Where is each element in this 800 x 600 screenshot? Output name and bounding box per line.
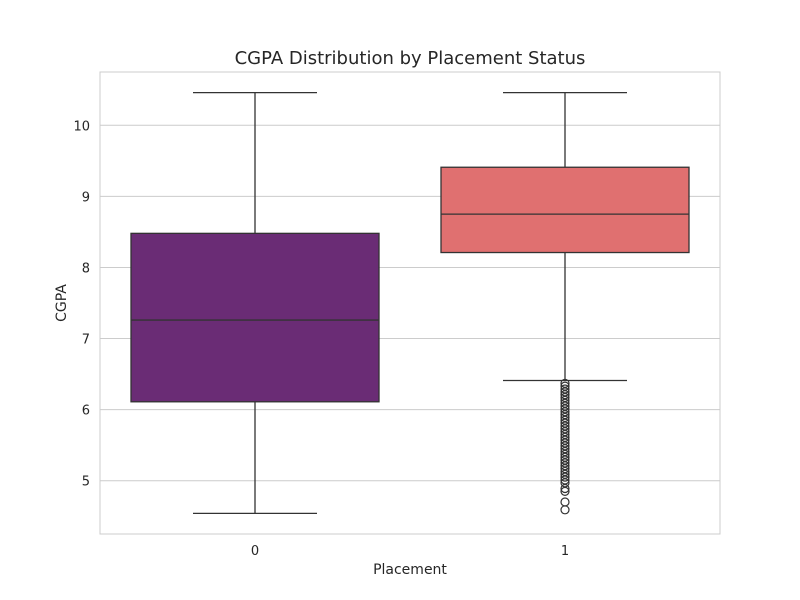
outlier-point bbox=[560, 505, 570, 515]
y-tick-label: 5 bbox=[82, 475, 90, 490]
y-tick-label: 8 bbox=[82, 261, 90, 276]
iqr-box bbox=[130, 232, 380, 403]
box-0 bbox=[130, 91, 380, 515]
y-tick-label: 10 bbox=[73, 119, 90, 134]
iqr-box bbox=[440, 166, 690, 254]
y-tick-label: 7 bbox=[82, 333, 90, 348]
x-tick-label: 1 bbox=[561, 544, 569, 559]
chart-title: CGPA Distribution by Placement Status bbox=[235, 48, 586, 69]
outlier-point bbox=[560, 486, 570, 496]
y-tick-labels: 5 6 7 8 9 10 bbox=[73, 119, 90, 489]
boxes bbox=[130, 91, 690, 515]
y-axis-label: CGPA bbox=[54, 284, 70, 322]
y-tick-label: 6 bbox=[82, 404, 90, 419]
outlier-point bbox=[560, 483, 570, 494]
y-tick-label: 9 bbox=[82, 190, 90, 205]
x-tick-label: 0 bbox=[251, 544, 259, 559]
box-1 bbox=[440, 91, 690, 515]
outlier-point bbox=[560, 472, 570, 482]
x-axis-label: Placement bbox=[373, 562, 447, 578]
